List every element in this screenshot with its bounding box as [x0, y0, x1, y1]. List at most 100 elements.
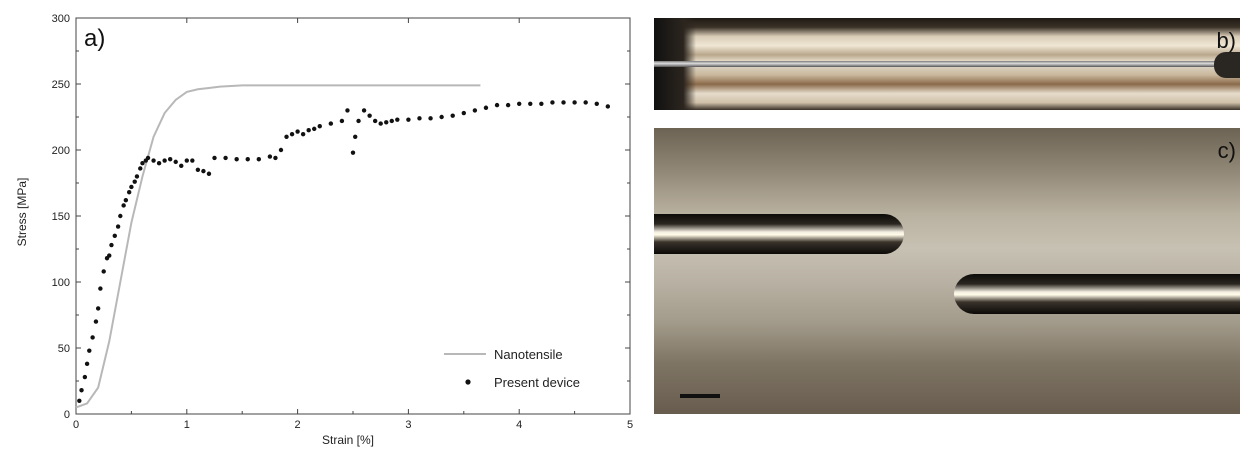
- data-point-present-device: [77, 399, 81, 403]
- panel-label-c: c): [1218, 138, 1236, 164]
- data-point-present-device: [306, 128, 310, 132]
- data-point-present-device: [83, 375, 87, 379]
- legend: Nanotensile Present device: [444, 347, 580, 390]
- data-point-present-device: [595, 102, 599, 106]
- data-point-present-device: [312, 127, 316, 131]
- x-axis-title: Strain [%]: [322, 433, 374, 447]
- y-tick-label: 150: [52, 211, 70, 223]
- data-point-present-device: [395, 117, 399, 121]
- data-point-present-device: [201, 169, 205, 173]
- data-point-present-device: [127, 190, 131, 194]
- data-point-present-device: [473, 108, 477, 112]
- data-point-present-device: [138, 166, 142, 170]
- data-point-present-device: [116, 224, 120, 228]
- micrograph-c-left-rod: [654, 214, 904, 254]
- data-point-present-device: [96, 306, 100, 310]
- data-point-present-device: [107, 253, 111, 257]
- data-point-present-device: [151, 158, 155, 162]
- data-point-present-device: [384, 120, 388, 124]
- data-point-present-device: [124, 198, 128, 202]
- x-tick-label: 1: [184, 419, 190, 431]
- legend-label-nanotensile: Nanotensile: [494, 347, 563, 362]
- data-point-present-device: [428, 116, 432, 120]
- data-point-present-device: [295, 129, 299, 133]
- data-point-present-device: [129, 185, 133, 189]
- y-tick-label: 0: [64, 409, 70, 421]
- data-point-present-device: [356, 119, 360, 123]
- data-point-present-device: [223, 156, 227, 160]
- data-point-present-device: [90, 335, 94, 339]
- data-point-present-device: [79, 388, 83, 392]
- data-point-present-device: [279, 148, 283, 152]
- y-tick-label: 100: [52, 277, 70, 289]
- data-point-present-device: [318, 124, 322, 128]
- data-point-present-device: [118, 214, 122, 218]
- data-point-present-device: [102, 269, 106, 273]
- data-point-present-device: [495, 103, 499, 107]
- data-point-present-device: [246, 157, 250, 161]
- y-axis-title: Stress [MPa]: [15, 178, 29, 247]
- data-point-present-device: [185, 158, 189, 162]
- data-point-present-device: [190, 158, 194, 162]
- data-point-present-device: [212, 156, 216, 160]
- micrograph-b: [654, 18, 1240, 110]
- data-point-present-device: [135, 174, 139, 178]
- x-tick-label: 0: [73, 419, 79, 431]
- data-point-present-device: [87, 348, 91, 352]
- data-point-present-device: [146, 156, 150, 160]
- data-point-present-device: [484, 106, 488, 110]
- data-point-present-device: [351, 150, 355, 154]
- x-tick-label: 2: [295, 419, 301, 431]
- data-point-present-device: [301, 132, 305, 136]
- data-point-present-device: [379, 121, 383, 125]
- data-point-present-device: [539, 102, 543, 106]
- data-point-present-device: [234, 157, 238, 161]
- scale-bar: [680, 394, 720, 398]
- data-point-present-device: [353, 135, 357, 139]
- data-point-present-device: [390, 119, 394, 123]
- data-point-present-device: [257, 157, 261, 161]
- data-point-present-device: [179, 164, 183, 168]
- micrograph-b-wire: [654, 61, 1240, 67]
- data-point-present-device: [572, 100, 576, 104]
- panel-label-b: b): [1216, 28, 1236, 54]
- y-tick-label: 50: [58, 343, 70, 355]
- data-point-present-device: [168, 157, 172, 161]
- panel-label-a: a): [84, 25, 105, 52]
- data-point-present-device: [207, 172, 211, 176]
- data-point-present-device: [157, 161, 161, 165]
- x-tick-label: 3: [405, 419, 411, 431]
- data-point-present-device: [561, 100, 565, 104]
- data-point-present-device: [340, 119, 344, 123]
- series-line-nanotensile: [76, 85, 480, 407]
- data-point-present-device: [345, 108, 349, 112]
- x-tick-label: 5: [627, 419, 633, 431]
- data-point-present-device: [94, 319, 98, 323]
- y-tick-label: 200: [52, 145, 70, 157]
- data-point-present-device: [162, 158, 166, 162]
- y-tick-label: 300: [52, 13, 70, 25]
- data-point-present-device: [98, 286, 102, 290]
- data-point-present-device: [406, 117, 410, 121]
- data-point-present-device: [550, 100, 554, 104]
- data-point-present-device: [85, 362, 89, 366]
- data-point-present-device: [290, 132, 294, 136]
- data-point-present-device: [174, 160, 178, 164]
- legend-label-present-device: Present device: [494, 375, 580, 390]
- data-point-present-device: [373, 119, 377, 123]
- data-point-present-device: [284, 135, 288, 139]
- data-point-present-device: [273, 156, 277, 160]
- data-point-present-device: [196, 168, 200, 172]
- data-point-present-device: [362, 108, 366, 112]
- x-tick-label: 4: [516, 419, 522, 431]
- data-point-present-device: [451, 113, 455, 117]
- data-point-present-device: [417, 116, 421, 120]
- micrograph-c-right-rod: [954, 274, 1240, 314]
- micrograph-b-right-clamp: [1214, 52, 1240, 78]
- data-point-present-device: [113, 234, 117, 238]
- data-point-present-device: [462, 111, 466, 115]
- data-point-present-device: [367, 113, 371, 117]
- data-point-present-device: [439, 115, 443, 119]
